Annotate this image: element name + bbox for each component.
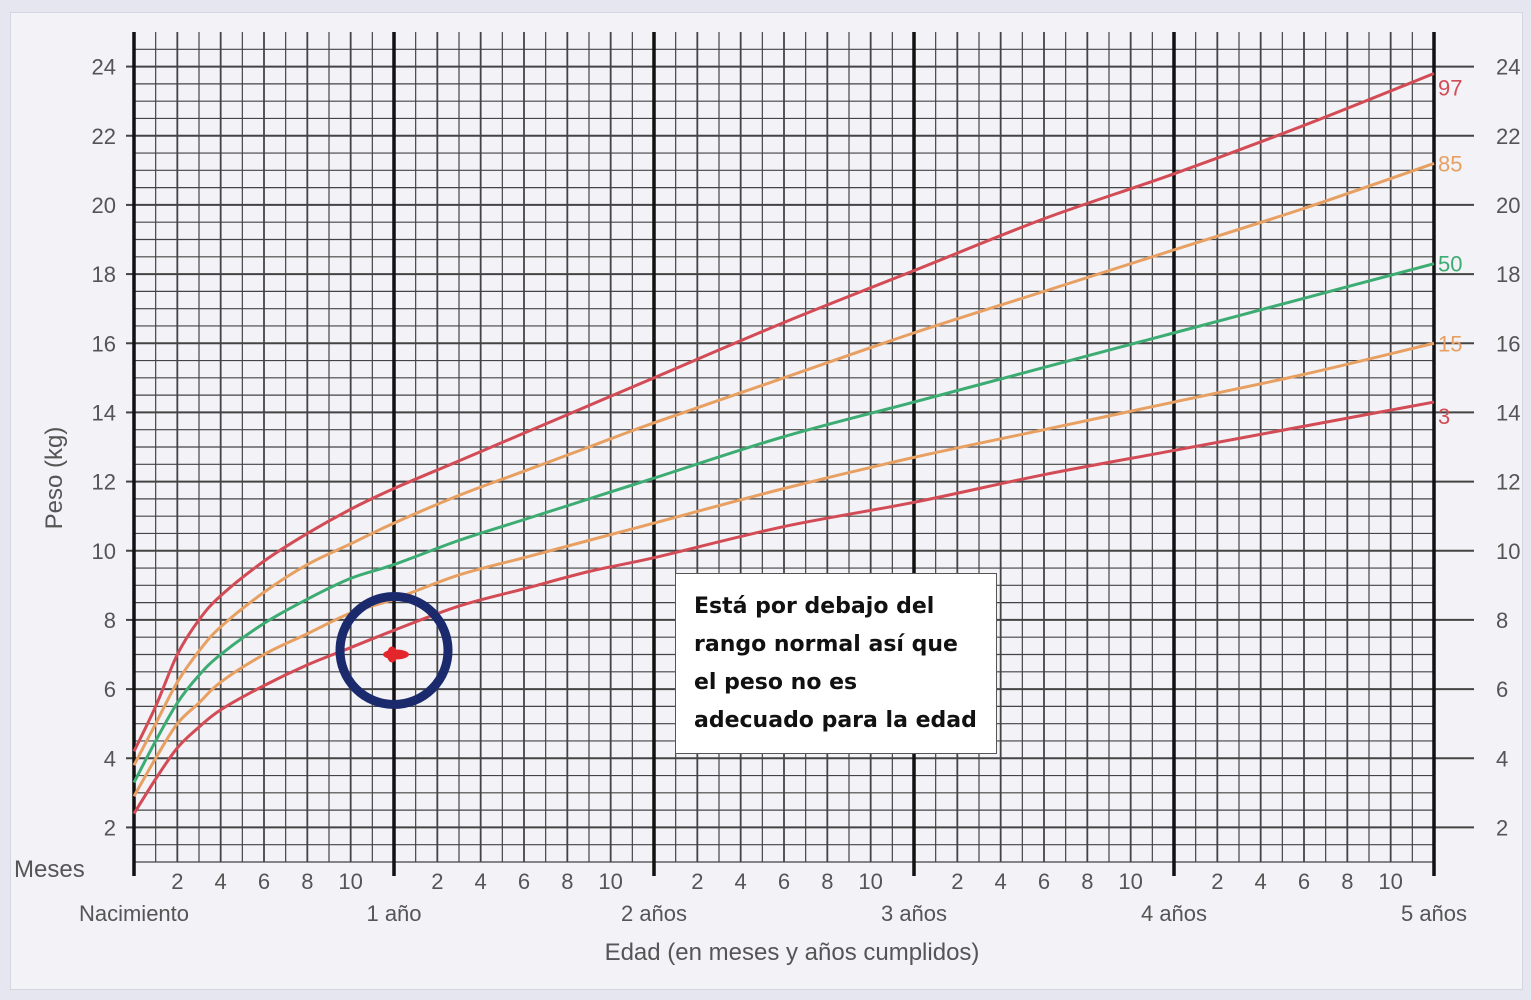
y-tick-label: 2 [104, 815, 116, 840]
x-month-label: 6 [778, 869, 790, 894]
x-year-label: 4 años [1141, 901, 1207, 926]
percentile-curves [132, 72, 1435, 815]
x-year-label: 1 año [366, 901, 421, 926]
percentile-curve-50 [132, 262, 1435, 784]
x-month-label: 4 [1255, 869, 1267, 894]
highlight-marker [335, 592, 453, 709]
percentile-label-15: 15 [1438, 331, 1462, 356]
x-month-label: 4 [215, 869, 227, 894]
x-month-label: 10 [338, 869, 362, 894]
y-tick-label: 6 [104, 677, 116, 702]
x-month-label: 10 [598, 869, 622, 894]
x-month-label: 4 [475, 869, 487, 894]
percentile-labels: 97 85 50 15 3 [1438, 76, 1462, 430]
annotation-box: Está por debajo del rango normal así que… [675, 573, 997, 754]
x-month-label: 8 [1081, 869, 1093, 894]
percentile-curve-3 [132, 400, 1435, 815]
x-month-label: 2 [431, 869, 443, 894]
x-month-label: 6 [1038, 869, 1050, 894]
x-month-label: 10 [858, 869, 882, 894]
x-year-label: 5 años [1401, 901, 1467, 926]
x-axis-label: Edad (en meses y años cumplidos) [605, 939, 980, 966]
y-axis-label: Peso (kg) [41, 427, 68, 530]
y-tick-label: 6 [1496, 677, 1508, 702]
y-tick-label: 12 [92, 470, 116, 495]
y-tick-label: 16 [1496, 331, 1520, 356]
x-month-label: 2 [951, 869, 963, 894]
y-tick-label: 8 [1496, 608, 1508, 633]
x-year-label: 3 años [881, 901, 947, 926]
x-month-label: 8 [301, 869, 313, 894]
y-tick-label: 18 [92, 262, 116, 287]
y-tick-label: 8 [104, 608, 116, 633]
x-month-label: 6 [258, 869, 270, 894]
y-tick-label: 2 [1496, 815, 1508, 840]
y-tick-label: 14 [92, 400, 116, 425]
percentile-label-50: 50 [1438, 252, 1462, 277]
y-tick-label: 24 [1496, 55, 1520, 80]
x-month-label: 10 [1118, 869, 1142, 894]
y-tick-label: 20 [1496, 193, 1520, 218]
percentile-label-3: 3 [1438, 404, 1450, 429]
y-tick-label: 22 [1496, 124, 1520, 149]
x-month-label: 8 [821, 869, 833, 894]
x-month-label: 8 [1341, 869, 1353, 894]
x-month-label: 8 [561, 869, 573, 894]
x-year-label: 2 años [621, 901, 687, 926]
y-tick-label: 18 [1496, 262, 1520, 287]
x-month-label: 4 [735, 869, 747, 894]
y-tick-label: 4 [1496, 746, 1508, 771]
data-point-marker-center [387, 646, 397, 663]
y-tick-label: 24 [92, 55, 116, 80]
month-row-label: Meses [14, 856, 85, 883]
x-month-label: 2 [1211, 869, 1223, 894]
x-year-label: Nacimiento [79, 901, 189, 926]
highlight-circle [335, 592, 453, 709]
y-tick-label: 12 [1496, 470, 1520, 495]
y-tick-label: 10 [1496, 539, 1520, 564]
y-tick-label: 20 [92, 193, 116, 218]
x-tick-labels: 2 4 6 8 10 2 4 6 8 10 2 4 6 8 10 2 4 6 8 10 2 4 6 8 10 Nacimiento… [79, 869, 1467, 926]
x-month-label: 10 [1378, 869, 1402, 894]
percentile-label-97: 97 [1438, 76, 1462, 101]
percentile-curve-85 [132, 161, 1435, 766]
percentile-label-85: 85 [1438, 151, 1462, 176]
percentile-curve-97 [132, 72, 1435, 752]
x-month-label: 6 [1298, 869, 1310, 894]
x-month-label: 2 [171, 869, 183, 894]
y-tick-label: 10 [92, 539, 116, 564]
x-month-label: 2 [691, 869, 703, 894]
y-tick-label: 16 [92, 331, 116, 356]
y-tick-label: 14 [1496, 400, 1520, 425]
y-tick-label: 4 [104, 746, 116, 771]
percentile-curve-15 [132, 341, 1435, 798]
x-month-label: 4 [995, 869, 1007, 894]
y-tick-label: 22 [92, 124, 116, 149]
x-month-label: 6 [518, 869, 530, 894]
